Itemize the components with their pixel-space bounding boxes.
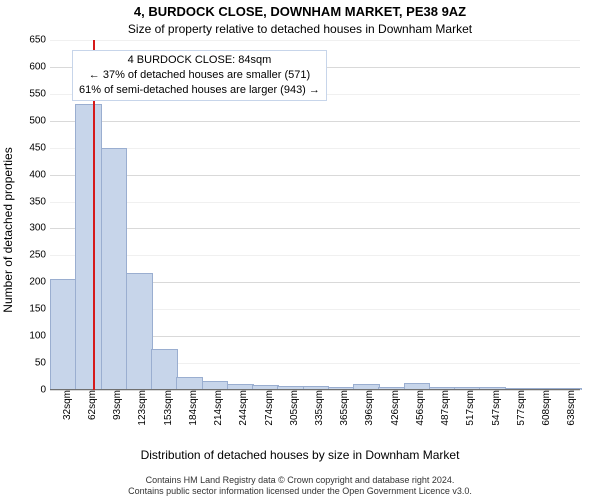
y-tick-label: 300 [16, 223, 50, 234]
y-tick-label: 250 [16, 250, 50, 261]
annotation-line-3: 61% of semi-detached houses are larger (… [79, 83, 320, 98]
y-tick-label: 350 [16, 196, 50, 207]
x-tick-label: 335sqm [310, 390, 325, 426]
x-tick-label: 396sqm [360, 390, 375, 426]
x-tick-label: 274sqm [260, 390, 275, 426]
y-tick-label: 600 [16, 61, 50, 72]
x-tick-label: 456sqm [411, 390, 426, 426]
x-tick-label: 426sqm [386, 390, 401, 426]
bar [50, 279, 77, 390]
x-tick-label: 93sqm [108, 390, 123, 420]
annotation-line-1: 4 BURDOCK CLOSE: 84sqm [79, 53, 320, 68]
x-axis-label: Distribution of detached houses by size … [0, 448, 600, 462]
x-tick-label: 517sqm [461, 390, 476, 426]
x-tick-label: 547sqm [487, 390, 502, 426]
y-axis-label: Number of detached properties [1, 147, 15, 312]
annotation-box: 4 BURDOCK CLOSE: 84sqm← 37% of detached … [72, 50, 327, 101]
x-tick-label: 365sqm [335, 390, 350, 426]
footer-line-2: Contains public sector information licen… [0, 486, 600, 498]
x-tick-label: 638sqm [562, 390, 577, 426]
x-tick-label: 123sqm [133, 390, 148, 426]
y-tick-label: 400 [16, 169, 50, 180]
annotation-line-2: ← 37% of detached houses are smaller (57… [79, 68, 320, 83]
chart-container: 4, BURDOCK CLOSE, DOWNHAM MARKET, PE38 9… [0, 0, 600, 500]
y-tick-label: 550 [16, 88, 50, 99]
y-tick-label: 200 [16, 277, 50, 288]
x-tick-label: 487sqm [436, 390, 451, 426]
footer: Contains HM Land Registry data © Crown c… [0, 475, 600, 498]
x-tick-label: 577sqm [512, 390, 527, 426]
x-tick-label: 184sqm [184, 390, 199, 426]
bar [75, 104, 102, 390]
y-tick-label: 50 [16, 358, 50, 369]
chart-title: 4, BURDOCK CLOSE, DOWNHAM MARKET, PE38 9… [0, 4, 600, 19]
bar [151, 349, 178, 390]
x-tick-label: 214sqm [209, 390, 224, 426]
y-tick-label: 100 [16, 331, 50, 342]
footer-line-1: Contains HM Land Registry data © Crown c… [0, 475, 600, 487]
x-tick-label: 244sqm [234, 390, 249, 426]
x-tick-label: 62sqm [83, 390, 98, 420]
x-tick-label: 305sqm [285, 390, 300, 426]
x-tick-label: 153sqm [159, 390, 174, 426]
bar [101, 148, 128, 390]
bar [126, 273, 153, 390]
chart-subtitle: Size of property relative to detached ho… [0, 22, 600, 36]
x-tick-label: 32sqm [58, 390, 73, 420]
x-tick-label: 608sqm [537, 390, 552, 426]
plot-area: 050100150200250300350400450500550600650 … [50, 40, 580, 390]
y-tick-label: 650 [16, 35, 50, 46]
y-tick-label: 0 [16, 385, 50, 396]
y-tick-label: 150 [16, 304, 50, 315]
x-axis-line [50, 389, 580, 390]
y-tick-label: 500 [16, 115, 50, 126]
y-tick-label: 450 [16, 142, 50, 153]
